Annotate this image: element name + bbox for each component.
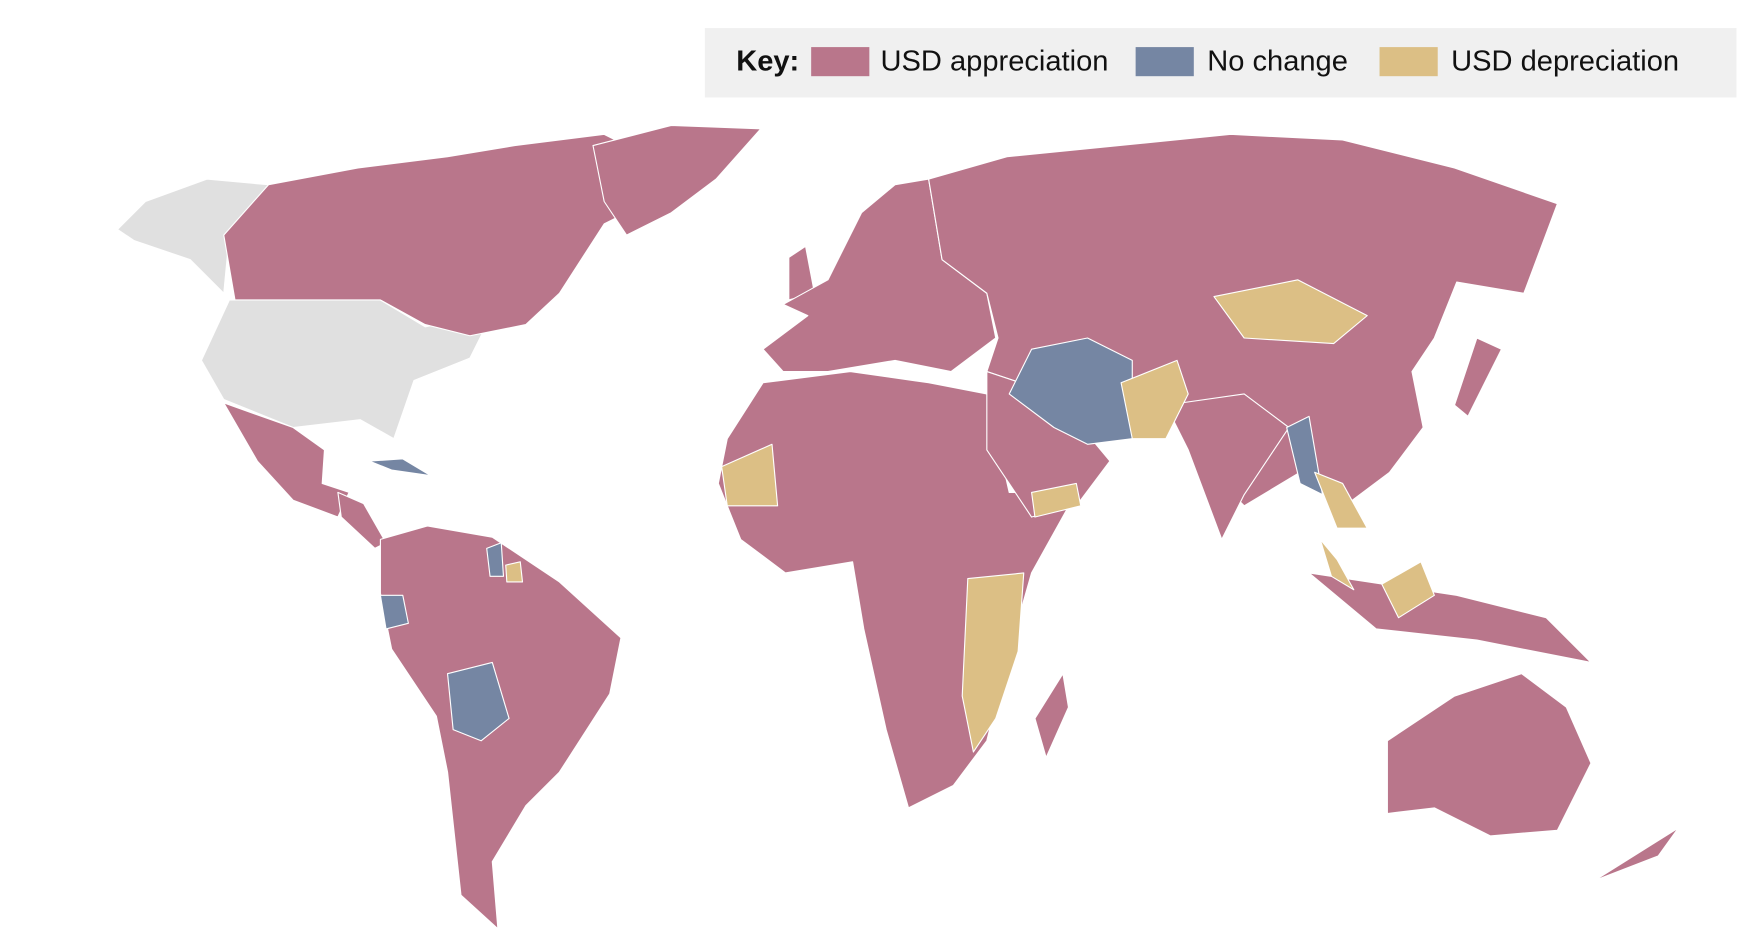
mongolia (1213, 279, 1368, 345)
japan (1453, 337, 1503, 417)
mauritania (721, 443, 779, 507)
east-africa (961, 572, 1025, 753)
countries (116, 124, 1679, 930)
legend-swatch (811, 47, 870, 77)
legend-label: USD appreciation (881, 45, 1109, 77)
borneo (1381, 561, 1435, 619)
india (1165, 393, 1290, 540)
legend-swatch (1135, 47, 1194, 77)
yemen (1031, 482, 1082, 518)
greenland (592, 124, 762, 236)
guyana (486, 542, 505, 577)
legend: Key: USD appreciation No change USD depr… (704, 28, 1737, 98)
madagascar (1034, 673, 1070, 759)
cuba (368, 458, 432, 477)
ecuador (379, 594, 409, 630)
legend-title: Key: (736, 45, 799, 77)
legend-box (704, 28, 1737, 98)
malaysia (1319, 538, 1355, 591)
bolivia (446, 661, 510, 742)
legend-label: No change (1207, 45, 1348, 77)
europe (762, 178, 997, 373)
afghanistan (1120, 359, 1189, 440)
mexico (223, 402, 350, 518)
indonesia (1308, 572, 1592, 664)
australia (1386, 673, 1592, 837)
south-america (379, 525, 622, 930)
thailand (1314, 471, 1368, 529)
new-zealand (1593, 827, 1679, 882)
legend-swatch (1379, 47, 1438, 77)
legend-label: USD depreciation (1451, 45, 1679, 77)
central-america (337, 491, 387, 549)
suriname (505, 561, 524, 583)
myanmar (1286, 415, 1324, 496)
